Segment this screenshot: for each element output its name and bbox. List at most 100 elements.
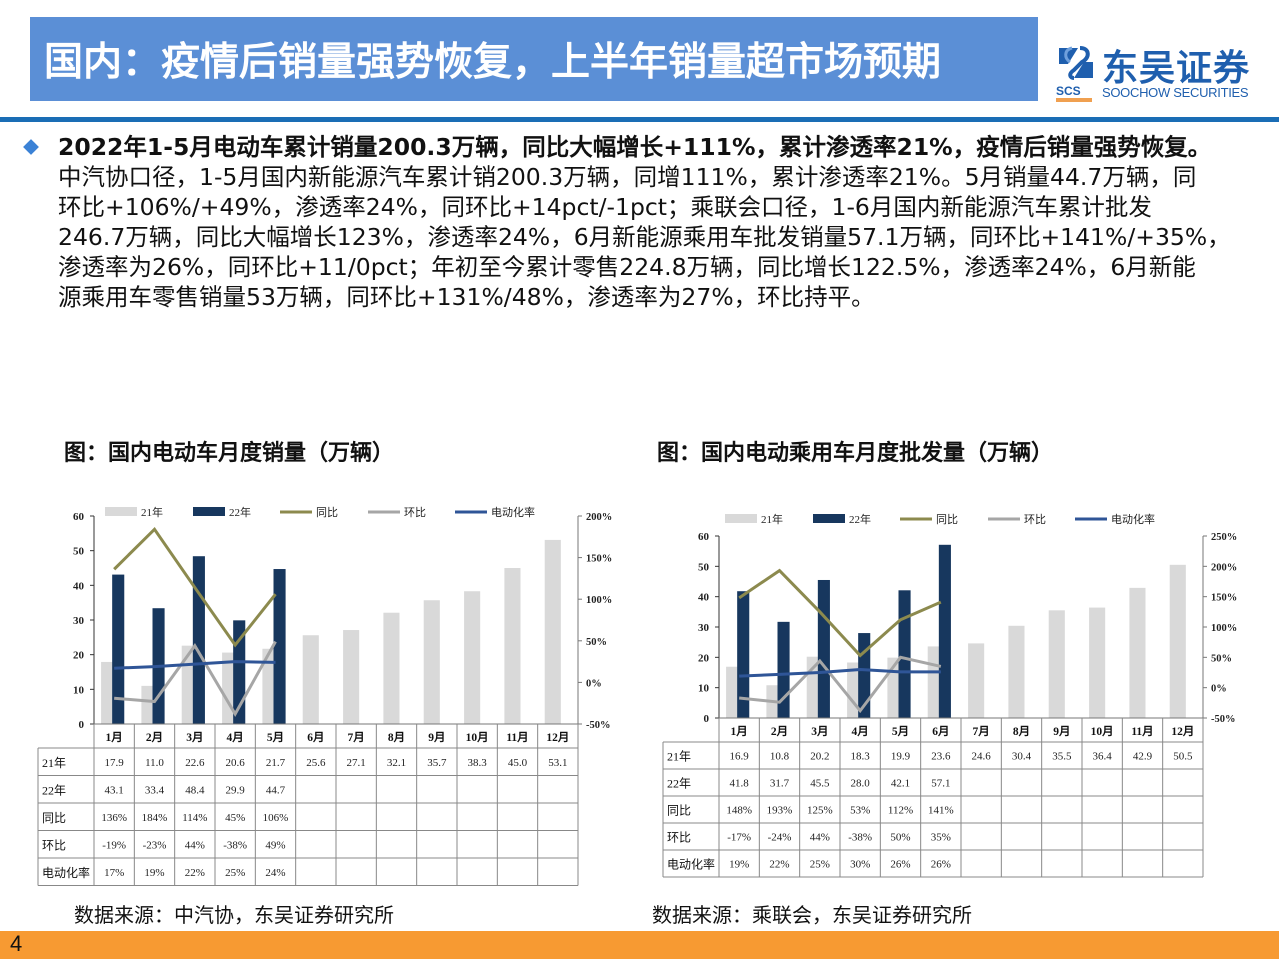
legend-电动化率: 电动化率 bbox=[491, 505, 535, 519]
x-tick-label: 10月 bbox=[466, 731, 489, 744]
chart-1-source: 数据来源：中汽协，东吴证券研究所 bbox=[74, 903, 394, 927]
y-tick-label: 60 bbox=[73, 511, 85, 523]
x-tick-label: 5月 bbox=[892, 725, 909, 738]
table-cell: 29.9 bbox=[226, 784, 246, 796]
table-row-label: 电动化率 bbox=[667, 857, 715, 872]
table-cell: 50% bbox=[890, 832, 910, 844]
bar-21年 bbox=[968, 643, 985, 718]
table-cell: 25.6 bbox=[306, 757, 326, 769]
x-tick-label: 8月 bbox=[1013, 725, 1030, 738]
y-tick-label: 10 bbox=[73, 684, 85, 696]
x-tick-label: 12月 bbox=[546, 731, 569, 744]
table-cell: 27.1 bbox=[347, 757, 366, 769]
bar-21年 bbox=[544, 539, 561, 724]
bar-22年 bbox=[273, 569, 286, 724]
line-环比 bbox=[114, 640, 277, 718]
table-cell: 125% bbox=[807, 805, 833, 817]
x-tick-label: 9月 bbox=[1053, 725, 1070, 738]
bar-21年 bbox=[343, 630, 360, 724]
line-同比 bbox=[113, 526, 277, 648]
table-cell: 24.6 bbox=[972, 751, 992, 763]
table-cell: 184% bbox=[142, 812, 168, 824]
table-row-label: 22年 bbox=[667, 777, 691, 791]
table-cell: 25% bbox=[810, 859, 830, 871]
table-cell: -38% bbox=[223, 839, 247, 851]
table-cell: 21.7 bbox=[266, 757, 286, 769]
table-cell: 19.9 bbox=[891, 751, 911, 763]
table-cell: 45.0 bbox=[508, 757, 528, 769]
table-cell: 26% bbox=[931, 859, 951, 871]
x-tick-label: 11月 bbox=[506, 731, 528, 744]
table-cell: 30.4 bbox=[1012, 751, 1032, 763]
table-cell: -24% bbox=[768, 832, 792, 844]
y2-tick-label: -50% bbox=[586, 720, 611, 731]
table-cell: -23% bbox=[143, 839, 167, 851]
table-cell: 53.1 bbox=[548, 757, 567, 769]
table-cell: 141% bbox=[928, 805, 954, 817]
table-cell: 22% bbox=[769, 859, 789, 871]
table-cell: 44% bbox=[185, 839, 205, 851]
x-tick-label: 6月 bbox=[932, 725, 949, 738]
y2-tick-label: -50% bbox=[1211, 714, 1236, 725]
table-row-label: 21年 bbox=[667, 750, 691, 764]
summary-body: 中汽协口径，1-5月国内新能源汽车累计销200.3万辆，同增111%，累计渗透率… bbox=[58, 162, 1268, 312]
table-cell: 17.9 bbox=[105, 757, 125, 769]
table-row-label: 环比 bbox=[667, 831, 691, 845]
legend-环比: 环比 bbox=[1024, 513, 1046, 526]
line-电动化率 bbox=[114, 660, 276, 670]
bar-22年 bbox=[737, 591, 750, 718]
x-tick-label: 2月 bbox=[771, 725, 788, 738]
x-tick-label: 3月 bbox=[186, 731, 203, 744]
table-cell: 41.8 bbox=[730, 778, 750, 790]
line-电动化率 bbox=[739, 667, 941, 678]
logo-underline bbox=[1056, 98, 1092, 102]
y2-tick-label: 150% bbox=[1211, 593, 1237, 604]
page-title: 国内：疫情后销量强势恢复，上半年销量超市场预期 bbox=[44, 40, 942, 85]
y-tick-label: 0 bbox=[79, 719, 85, 731]
summary-line: 渗透率为26%，同环比+11/0pct；年初至今累计零售224.8万辆，同比增长… bbox=[58, 253, 1196, 281]
legend-22年: 22年 bbox=[229, 505, 251, 519]
x-tick-label: 10月 bbox=[1091, 725, 1114, 738]
company-logo: 东吴证券 SCS SOOCHOW SECURITIES bbox=[1052, 40, 1249, 102]
table-cell: 193% bbox=[767, 805, 793, 817]
table-row-label: 22年 bbox=[42, 783, 66, 797]
chart-ev-monthly-sales: 0 10 20 30 40 50 60 -50% 0% 50% 100% 150% 200% 21年 22年… bbox=[37, 505, 612, 886]
y-tick-label: 60 bbox=[698, 531, 710, 543]
summary-line: 246.7万辆，同比大幅增长123%，渗透率24%，6月新能源乘用车批发销量57… bbox=[58, 223, 1231, 251]
y2-tick-label: 100% bbox=[586, 595, 612, 606]
bar-21年 bbox=[504, 568, 521, 724]
bar-22年 bbox=[817, 579, 830, 718]
table-cell: 17% bbox=[104, 867, 124, 879]
table-cell: 44% bbox=[810, 832, 830, 844]
logo-english-name: SOOCHOW SECURITIES bbox=[1102, 85, 1249, 100]
legend-21年: 21年 bbox=[141, 505, 163, 519]
bar-21年 bbox=[423, 600, 440, 724]
table-cell: 35% bbox=[931, 832, 951, 844]
table-cell: 49% bbox=[265, 839, 285, 851]
table-cell: 22% bbox=[185, 867, 205, 879]
logo-chinese-name: 东吴证券 bbox=[1102, 48, 1251, 89]
table-cell: 20.6 bbox=[226, 757, 246, 769]
table-cell: 24% bbox=[265, 867, 285, 879]
legend-21年: 21年 bbox=[761, 512, 783, 526]
x-tick-label: 9月 bbox=[428, 731, 445, 744]
table-cell: 26% bbox=[890, 859, 910, 871]
x-tick-label: 12月 bbox=[1171, 725, 1194, 738]
table-cell: 45.5 bbox=[810, 778, 830, 790]
table-cell: 42.9 bbox=[1133, 751, 1153, 763]
summary-line: 环比+106%/+49%，渗透率24%，同环比+14pct/-1pct；乘联会口… bbox=[58, 193, 1152, 221]
table-cell: 42.1 bbox=[891, 778, 910, 790]
x-tick-label: 5月 bbox=[267, 731, 284, 744]
legend-电动化率: 电动化率 bbox=[1111, 512, 1155, 526]
y-tick-label: 10 bbox=[698, 683, 710, 695]
table-cell: 45% bbox=[225, 812, 245, 824]
bar-21年 bbox=[1008, 625, 1025, 718]
table-cell: 20.2 bbox=[810, 751, 829, 763]
y2-tick-label: 200% bbox=[586, 512, 612, 523]
y-tick-label: 20 bbox=[698, 652, 710, 664]
table-cell: 31.7 bbox=[770, 778, 790, 790]
y2-tick-label: 100% bbox=[1211, 623, 1237, 634]
table-row-label: 同比 bbox=[667, 804, 691, 818]
chart-ev-passenger-wholesale: 0 10 20 30 40 50 60 -50% 0% 50% 100% 150% 200% 250% 21… bbox=[662, 512, 1237, 878]
x-tick-label: 1月 bbox=[106, 731, 123, 744]
